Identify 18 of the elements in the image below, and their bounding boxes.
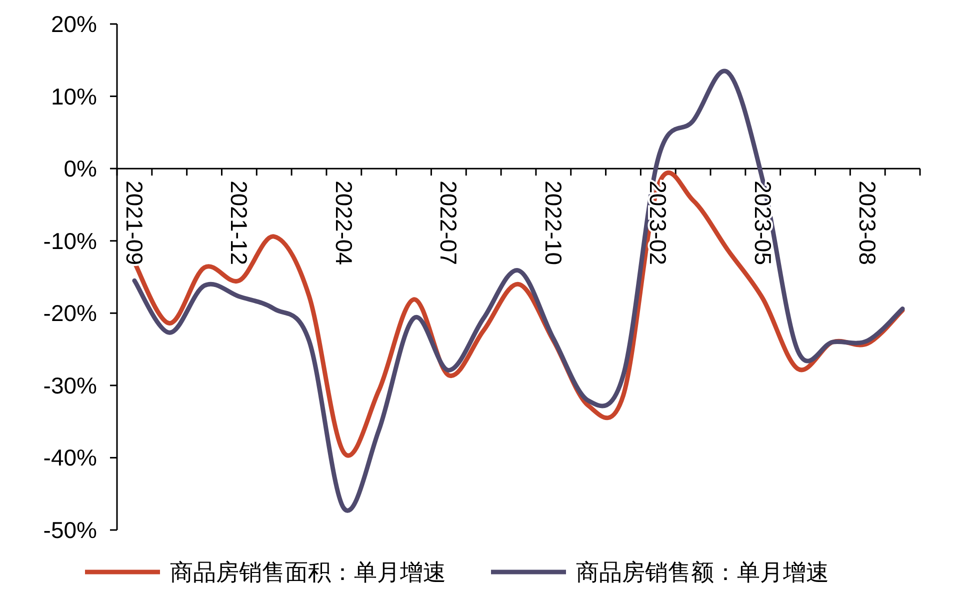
x-tick-label: 2023-08 xyxy=(854,180,881,265)
y-tick-label: 20% xyxy=(50,11,97,37)
x-tick-label: 2023-05 xyxy=(750,180,776,265)
x-tick-label: 2021-09 xyxy=(121,180,148,265)
y-tick-label: 0% xyxy=(64,156,97,182)
x-tick-label: 2022-07 xyxy=(436,180,462,265)
legend-label: 商品房销售额：单月增速 xyxy=(576,559,829,585)
legend-label: 商品房销售面积：单月增速 xyxy=(170,559,446,585)
x-tick-label: 2021-12 xyxy=(226,180,252,265)
x-tick-label: 2022-04 xyxy=(330,180,357,266)
y-tick-label: -20% xyxy=(43,300,97,326)
y-tick-label: -30% xyxy=(43,372,97,398)
y-tick-label: -50% xyxy=(43,517,97,543)
x-tick-label: 2022-10 xyxy=(540,180,566,265)
x-tick-label: 2023-02 xyxy=(645,180,672,265)
y-tick-label: -40% xyxy=(43,444,97,471)
y-tick-label: -10% xyxy=(43,228,97,254)
y-tick-label: 10% xyxy=(50,83,97,110)
